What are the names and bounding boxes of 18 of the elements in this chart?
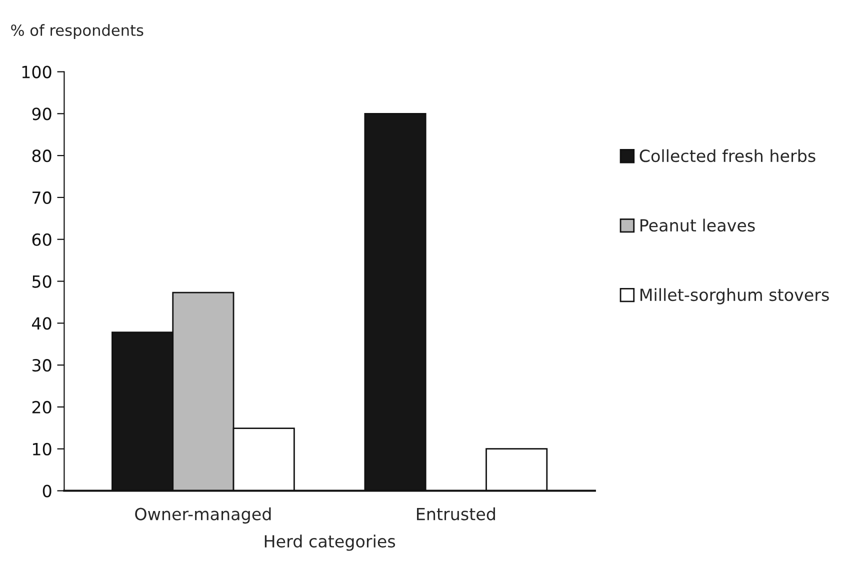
y-tick-label: 10	[33, 442, 52, 456]
legend-label: Peanut leaves	[640, 218, 755, 232]
y-tick-label: 90	[32, 108, 52, 120]
y-tick-label: 40	[32, 317, 52, 330]
y-tick-label: 30	[32, 359, 52, 372]
x-tick-label: Entrusted	[417, 507, 495, 520]
y-tick-label: 80	[32, 150, 52, 162]
y-tick-label: 60	[32, 233, 52, 246]
x-axis-title: Herd categories	[264, 534, 396, 551]
y-tick-label: 20	[32, 400, 52, 414]
y-axis-title: % of respondents	[11, 24, 144, 39]
y-tick-label: 100	[22, 66, 52, 78]
y-tick-label: 0	[42, 484, 52, 498]
y-tick-label: 50	[32, 275, 52, 288]
x-tick-label: Owner-managed	[135, 507, 271, 524]
y-tick-label: 70	[32, 191, 52, 204]
legend-label: Millet-sorghum stovers	[640, 288, 829, 304]
legend-label: Collected fresh herbs	[640, 149, 816, 162]
